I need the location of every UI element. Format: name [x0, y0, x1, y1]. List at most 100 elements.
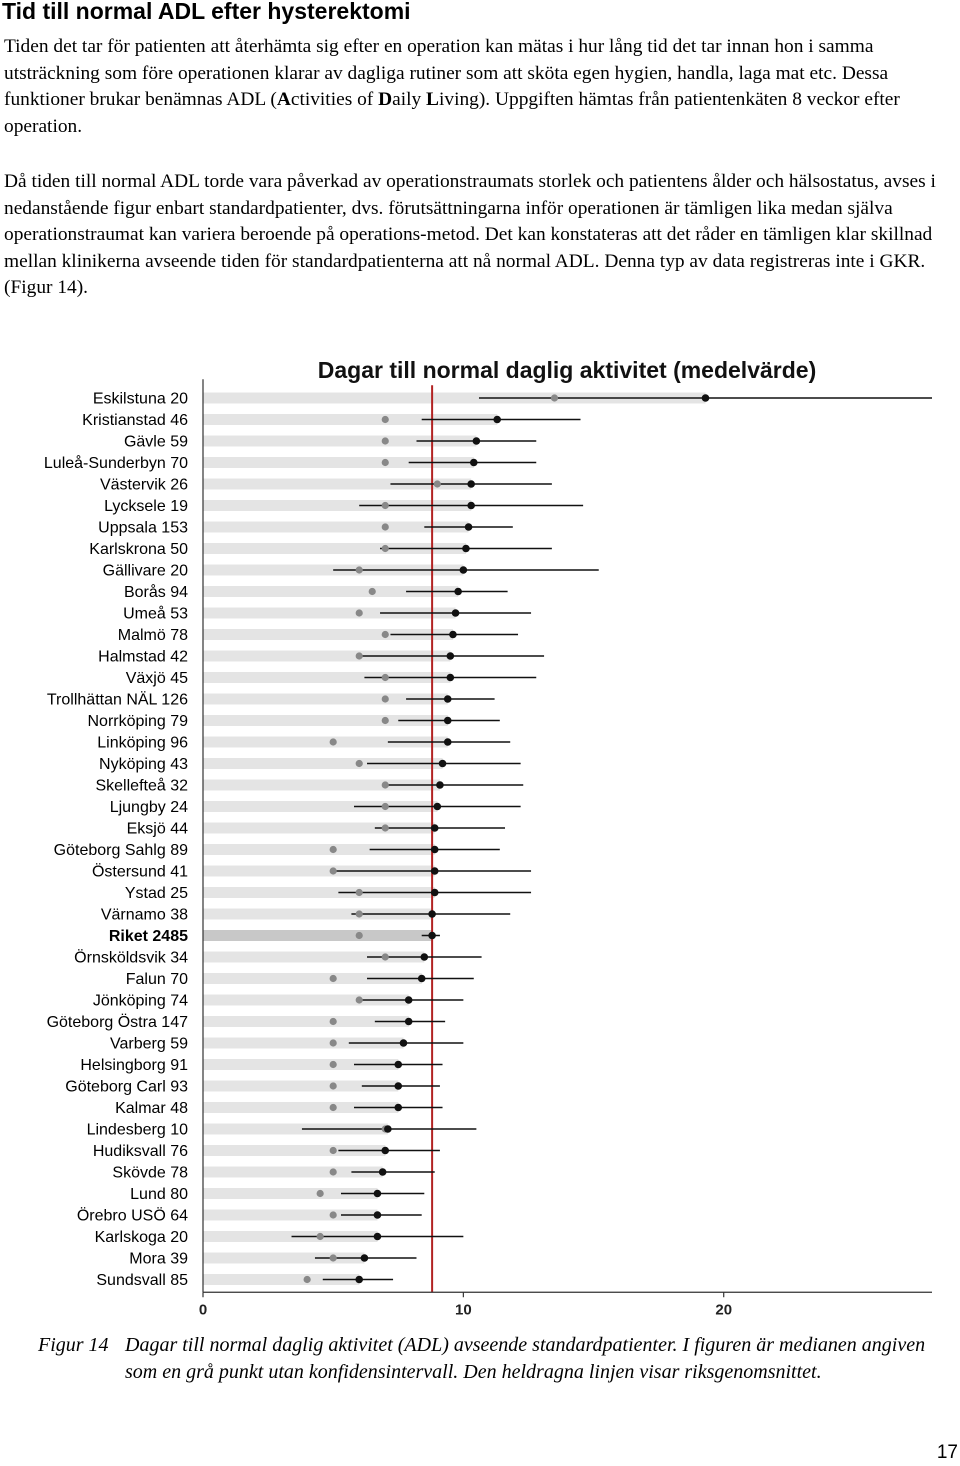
row-band [203, 1252, 365, 1264]
mean-point [420, 953, 429, 961]
category-label: Borås 94 [124, 583, 188, 601]
mean-point [430, 888, 439, 897]
category-label: Umeå 53 [123, 605, 188, 623]
mean-point [373, 1211, 382, 1219]
median-point [355, 609, 363, 617]
median-point [329, 867, 337, 875]
mean-point [467, 480, 475, 488]
category-label: Örnsköldsvik 34 [74, 949, 188, 967]
category-label: Lycksele 19 [104, 498, 188, 515]
category-label: Östersund 41 [92, 863, 188, 881]
row-band [203, 1166, 383, 1178]
mean-point [404, 996, 413, 1004]
row-band [203, 994, 409, 1006]
mean-point [446, 652, 455, 660]
mean-point [355, 1275, 364, 1284]
category-label: Ljungby 24 [110, 799, 188, 816]
median-point [355, 931, 363, 940]
row-band [203, 586, 459, 597]
median-point [381, 673, 389, 682]
median-point [355, 759, 363, 768]
median-point [355, 996, 363, 1004]
mean-point [467, 501, 475, 510]
row-band [203, 607, 456, 619]
intro-text-start: Tiden det tar för patienten att återhämt… [4, 36, 889, 111]
mean-point [430, 824, 439, 832]
median-point [355, 566, 363, 574]
mean-point [378, 1168, 387, 1176]
median-point [381, 781, 389, 789]
mean-point [430, 867, 439, 875]
median-point [368, 587, 376, 596]
mean-point [394, 1103, 403, 1112]
row-band [203, 1059, 399, 1070]
row-band [203, 521, 469, 533]
intro-paragraph: Tiden det tar för patienten att återhämt… [4, 34, 958, 140]
category-label: Kalmar 48 [115, 1100, 188, 1117]
median-point [316, 1232, 324, 1241]
category-label: Helsingborg 91 [80, 1057, 188, 1074]
median-point [355, 888, 363, 897]
figure-caption: Figur 14 Dagar till normal daglig aktivi… [38, 1332, 958, 1385]
category-label: Lund 80 [130, 1186, 188, 1203]
median-point [381, 523, 389, 531]
category-label: Eskilstuna 20 [93, 391, 188, 408]
category-label: Malmö 78 [118, 627, 188, 644]
mean-point [404, 1017, 413, 1026]
median-point [381, 437, 389, 445]
median-point [381, 824, 389, 832]
category-label: Karlskrona 50 [89, 541, 188, 558]
mean-point [428, 931, 436, 940]
category-label: Eksjö 44 [127, 821, 188, 838]
row-band [203, 822, 435, 834]
median-point [329, 1103, 337, 1112]
median-point [381, 716, 389, 725]
mean-point [443, 716, 452, 725]
row-band [203, 392, 706, 404]
row-band [203, 693, 448, 705]
intro-text-a: ctivities of [290, 89, 379, 111]
category-label: Trollhättan NÄL 126 [47, 691, 188, 709]
row-band [203, 758, 443, 769]
category-labels: Eskilstuna 20 Kristianstad 46 Gävle 59 Lule… [44, 391, 188, 1290]
row-band [203, 672, 451, 683]
row-band [203, 865, 435, 877]
row-band [203, 1145, 386, 1156]
median-point [433, 480, 441, 488]
category-label: Norrköping 79 [88, 713, 189, 730]
mean-point [417, 974, 426, 983]
adl-chart: Dagar till normal daglig aktivitet (mede… [44, 357, 932, 1318]
mean-point [399, 1039, 408, 1047]
median-point [329, 1017, 337, 1026]
row-band [203, 478, 472, 490]
row-band [203, 908, 433, 920]
median-point [381, 501, 389, 510]
category-label: Västervik 26 [100, 477, 188, 494]
mean-point [428, 910, 436, 918]
median-point [381, 544, 389, 553]
row-band [203, 435, 477, 447]
median-point [355, 910, 363, 918]
category-label: Mora 39 [129, 1251, 188, 1268]
category-label: Växjö 45 [126, 670, 188, 687]
mean-point [384, 1125, 392, 1133]
mean-point [436, 781, 444, 789]
category-label: Sundsvall 85 [96, 1272, 188, 1289]
median-point [381, 415, 389, 424]
x-tick-label: 10 [455, 1301, 472, 1318]
mean-point [443, 695, 452, 703]
median-point [381, 953, 389, 961]
category-label: Gällivare 20 [103, 563, 188, 580]
category-label: Varberg 59 [110, 1036, 188, 1053]
median-point [329, 1082, 337, 1090]
caption-text: Dagar till normal daglig aktivitet (ADL)… [125, 1334, 926, 1383]
intro-text-d: aily [392, 89, 427, 111]
row-band [203, 844, 435, 855]
row-band [203, 457, 474, 468]
median-point [329, 845, 337, 854]
mean-point [464, 523, 473, 531]
median-point [316, 1189, 324, 1198]
row-band [203, 930, 433, 941]
mean-point [454, 587, 462, 596]
row-band [203, 1037, 404, 1049]
